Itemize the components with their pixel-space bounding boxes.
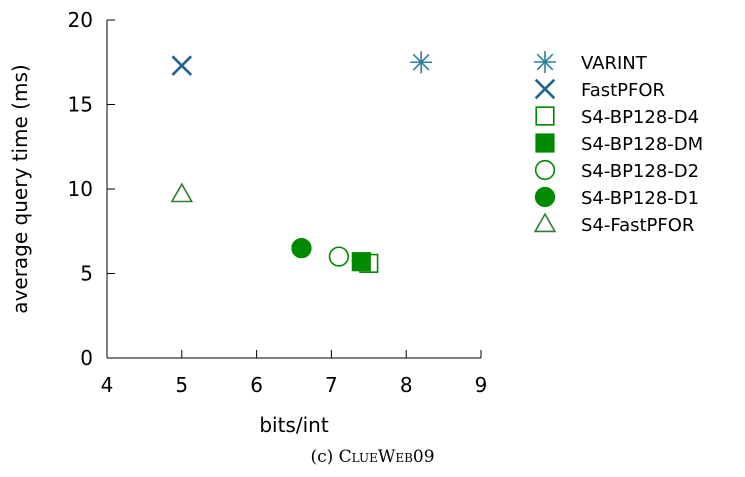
data-point [170,182,194,203]
legend-label: S4-BP128-DM [581,134,703,155]
x-tick-label: 6 [250,373,263,397]
legend-marker [534,51,556,73]
legend-label: FastPFOR [581,80,665,101]
legend-marker [534,78,556,100]
data-point [351,252,371,272]
x-tick-label: 7 [325,373,338,397]
legend-label: VARINT [581,53,648,74]
legend-marker [534,186,556,208]
data-point [171,55,193,76]
y-tick-label: 10 [68,177,93,201]
legend-marker [535,133,555,153]
legend-label: S4-BP128-D2 [581,161,699,182]
y-tick-label: 15 [68,93,93,117]
x-tick-label: 9 [475,373,488,397]
y-tick-label: 5 [80,262,93,286]
caption-prefix: (c) [310,447,339,467]
caption-dataset-name: ClueWeb09 [338,447,435,467]
x-tick-label: 5 [175,373,188,397]
scatter-chart: 4 5 6 7 8 9 0 5 10 15 20 VARINT FastPFOR S4-BP128-D4… [8,8,703,437]
x-tick-label: 4 [101,373,114,397]
data-point [291,237,312,259]
figure-caption: (c) ClueWeb09 [0,447,745,467]
y-tick-label: 20 [68,8,93,32]
legend-marker [535,106,555,126]
legend-label: S4-BP128-D1 [581,188,699,209]
data-point [410,51,433,74]
legend-marker [533,212,557,233]
legend-label: S4-FastPFOR [581,215,694,236]
legend-marker [534,159,556,181]
legend-label: S4-BP128-D4 [581,107,699,128]
x-tick-label: 8 [400,373,413,397]
y-tick-label: 0 [80,346,93,370]
data-point [328,246,350,267]
y-axis-label: average query time (ms) [8,64,32,313]
x-axis-label: bits/int [259,413,328,437]
